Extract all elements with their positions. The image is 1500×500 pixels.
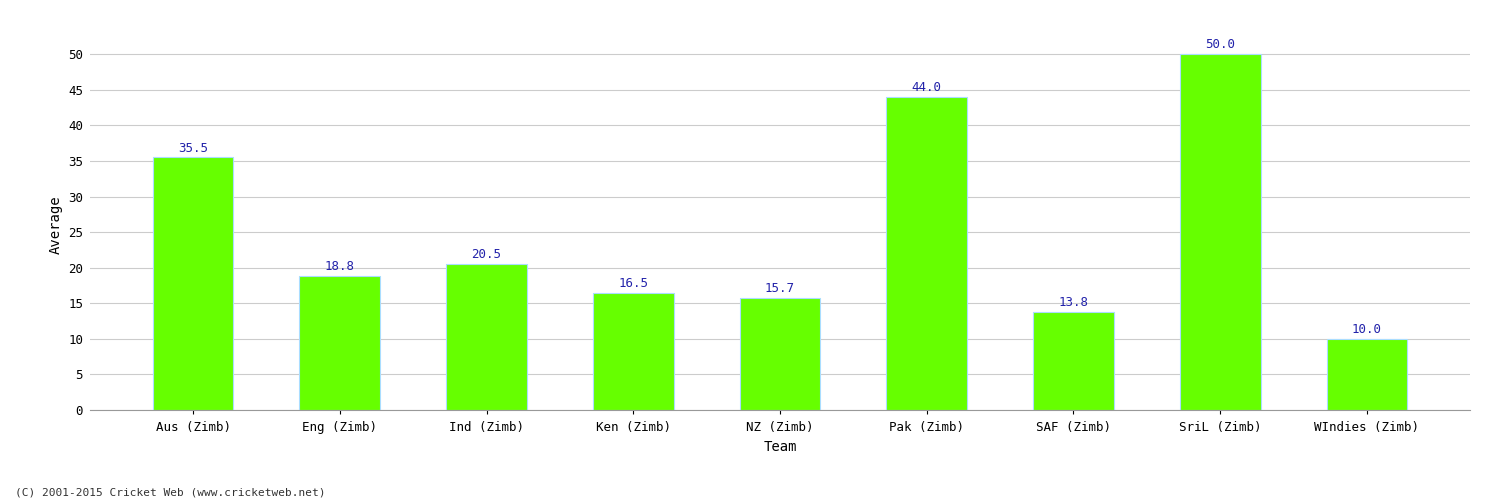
Text: 18.8: 18.8 xyxy=(326,260,356,274)
Text: 44.0: 44.0 xyxy=(912,81,942,94)
Bar xyxy=(1326,339,1407,410)
Text: 13.8: 13.8 xyxy=(1059,296,1089,309)
Y-axis label: Average: Average xyxy=(48,196,63,254)
Bar xyxy=(1180,54,1260,410)
Text: 50.0: 50.0 xyxy=(1204,38,1234,52)
X-axis label: Team: Team xyxy=(764,440,796,454)
Text: 10.0: 10.0 xyxy=(1352,323,1382,336)
Bar xyxy=(446,264,526,410)
Text: 15.7: 15.7 xyxy=(765,282,795,296)
Bar xyxy=(153,158,234,410)
Bar xyxy=(592,292,674,410)
Bar xyxy=(886,97,968,410)
Text: 35.5: 35.5 xyxy=(178,142,209,154)
Bar xyxy=(1034,312,1114,410)
Text: 20.5: 20.5 xyxy=(471,248,501,262)
Bar xyxy=(300,276,380,410)
Text: 16.5: 16.5 xyxy=(618,276,648,289)
Bar xyxy=(740,298,821,410)
Text: (C) 2001-2015 Cricket Web (www.cricketweb.net): (C) 2001-2015 Cricket Web (www.cricketwe… xyxy=(15,488,326,498)
